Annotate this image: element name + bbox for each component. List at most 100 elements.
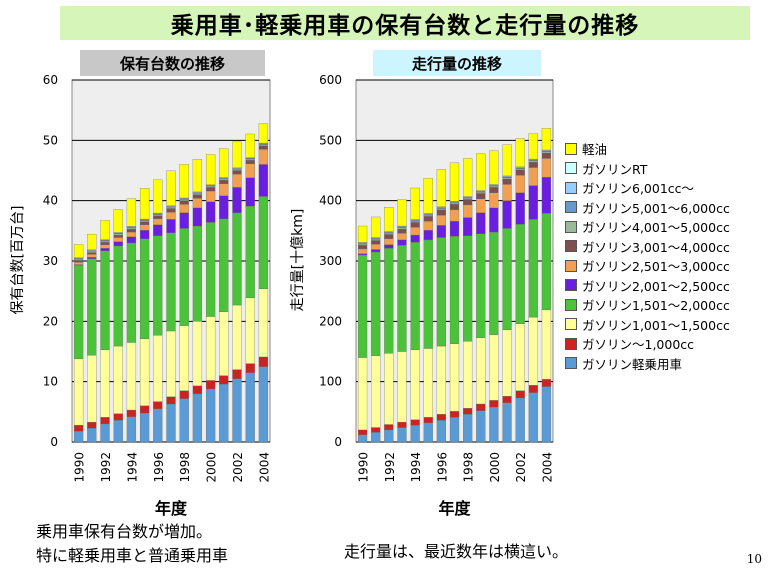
bar-segment [139, 230, 150, 239]
y-tick-label: 100 [319, 375, 342, 389]
bar-segment [423, 239, 433, 349]
bar-segment [357, 248, 368, 254]
x-tick-label: 1990 [73, 452, 87, 483]
bar-segment [476, 212, 486, 235]
bar-segment [541, 151, 552, 154]
bar-segment [397, 421, 407, 428]
bar-segment [192, 198, 203, 209]
bar-segment [489, 187, 499, 193]
bar-segment [113, 234, 123, 238]
legend-item: ガソリン4,001～5,000cc [565, 217, 730, 237]
bar-segment [73, 259, 84, 261]
bar-segment [410, 424, 420, 443]
x-tick-label: 2002 [231, 452, 245, 483]
bar-segment [463, 204, 473, 218]
y-tick-label: 0 [334, 435, 342, 449]
bar-segment [489, 406, 499, 443]
bar-segment [232, 304, 242, 370]
bar-segment [192, 194, 203, 199]
bar-segment [87, 258, 97, 356]
bar-segment [397, 228, 407, 234]
bar-segment [245, 163, 255, 178]
bar-segment [489, 150, 499, 185]
bar-segment [397, 199, 407, 227]
bar-segment [357, 357, 368, 431]
bar-segment [179, 200, 189, 205]
bar-segment [371, 251, 381, 356]
bar-segment [476, 337, 486, 405]
y-tick-label: 60 [43, 73, 58, 87]
bar-segment [87, 354, 97, 423]
bar-segment [219, 375, 229, 385]
legend-label: ガソリン軽乗用車 [582, 356, 683, 372]
bar-segment [410, 222, 420, 228]
bar-segment [87, 252, 97, 255]
legend-label: ガソリン6,001cc～ [582, 181, 695, 197]
bar-segment [232, 378, 242, 443]
bar-segment [219, 383, 229, 443]
bar-segment [258, 144, 269, 146]
bar-segment [245, 177, 255, 207]
x-tick-label: 1994 [125, 452, 139, 483]
bar-segment [436, 214, 446, 226]
bar-segment [232, 169, 242, 171]
y-tick-label: 600 [319, 73, 342, 87]
bar-segment [436, 237, 446, 347]
legend-label: ガソリン3,001～4,000cc [582, 239, 730, 255]
bar-segment [449, 236, 460, 344]
bar-segment [100, 220, 110, 240]
bar-segment [384, 238, 394, 245]
legend-label: 軽油 [582, 142, 608, 158]
bar-segment [371, 432, 381, 443]
bar-segment [166, 219, 176, 233]
bar-segment [528, 161, 538, 168]
bar-segment [232, 212, 242, 306]
bar-segment [205, 154, 216, 185]
bar-segment [528, 185, 538, 220]
bar-segment [423, 417, 433, 423]
bar-segment [357, 243, 368, 246]
bar-segment [502, 144, 512, 177]
bar-segment [371, 239, 381, 241]
y-tick-label: 30 [43, 254, 58, 268]
legend-item: ガソリン～1,000cc [565, 334, 730, 354]
bar-segment [232, 170, 242, 175]
legend-item: ガソリン2,501～3,000cc [565, 256, 730, 276]
bar-segment [476, 193, 486, 200]
right-chart-title: 走行量の推移 [373, 50, 541, 76]
bar-segment [489, 207, 499, 233]
bar-segment [371, 249, 381, 253]
bar-segment [100, 349, 110, 418]
bar-segment [179, 228, 189, 326]
bar-segment [73, 358, 84, 426]
bar-segment [153, 235, 163, 336]
legend-label: ガソリンRT [582, 161, 648, 177]
bar-segment [476, 198, 486, 213]
bar-segment [476, 410, 486, 443]
bar-segment [410, 242, 420, 350]
bar-segment [179, 199, 189, 201]
bar-segment [541, 158, 552, 178]
bar-segment [153, 401, 163, 409]
bar-segment [219, 183, 229, 196]
bar-segment [73, 265, 84, 359]
bar-segment [528, 385, 538, 393]
bar-segment [113, 345, 123, 414]
bar-segment [153, 179, 163, 214]
bar-segment [489, 231, 499, 335]
bar-segment [515, 168, 525, 171]
y-tick-label: 200 [319, 314, 342, 328]
bar-segment [515, 175, 525, 193]
bar-segment [463, 235, 473, 342]
bar-segment [192, 207, 203, 227]
bar-segment [436, 345, 446, 415]
bar-segment [258, 164, 269, 197]
x-tick-label: 1996 [435, 452, 449, 483]
note-left-line2: 特に軽乗用車と普通乗用車 [36, 546, 229, 565]
legend-item: ガソリン6,001cc～ [565, 178, 730, 198]
legend-label: ガソリン2,501～3,000cc [582, 259, 730, 275]
bar-segment [179, 204, 189, 213]
bar-segment [87, 251, 97, 253]
bar-segment [73, 430, 84, 443]
bar-segment [476, 403, 486, 411]
